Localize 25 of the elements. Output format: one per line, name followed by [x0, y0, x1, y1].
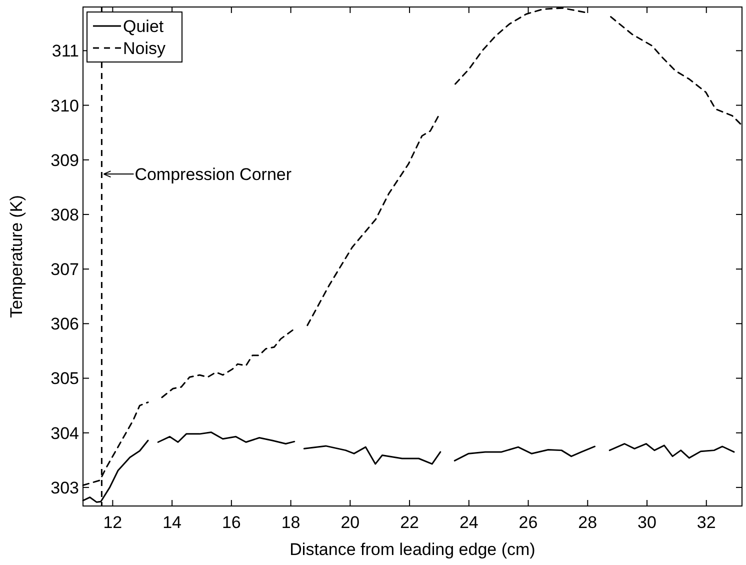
- x-tick-label: 12: [103, 513, 122, 532]
- x-tick-label: 24: [459, 513, 478, 532]
- x-tick-label: 16: [222, 513, 241, 532]
- legend-label: Quiet: [123, 17, 164, 36]
- y-tick-label: 309: [50, 150, 79, 170]
- y-tick-label: 303: [50, 478, 79, 498]
- y-tick-label: 304: [50, 424, 79, 443]
- y-tick-label: 306: [50, 314, 79, 334]
- x-tick-label: 18: [281, 513, 300, 532]
- x-tick-label: 26: [518, 513, 538, 532]
- annotation: Compression Corner: [134, 165, 292, 184]
- x-tick-label: 22: [400, 513, 419, 532]
- x-tick-label: 32: [696, 513, 716, 532]
- y-tick-label: 308: [50, 205, 79, 224]
- y-tick-label: 311: [52, 42, 79, 61]
- y-tick-label: 307: [50, 260, 79, 280]
- x-axis-title: Distance from leading edge (cm): [290, 540, 536, 559]
- y-tick-label: 310: [50, 96, 79, 116]
- x-tick-label: 14: [162, 513, 182, 532]
- x-tick-label: 20: [340, 513, 360, 532]
- y-axis-title: Temperature (K): [7, 195, 26, 318]
- legend-label: Noisy: [123, 39, 166, 58]
- y-tick-label: 305: [50, 369, 79, 388]
- x-tick-label: 28: [578, 513, 598, 532]
- x-tick-label: 30: [638, 513, 656, 532]
